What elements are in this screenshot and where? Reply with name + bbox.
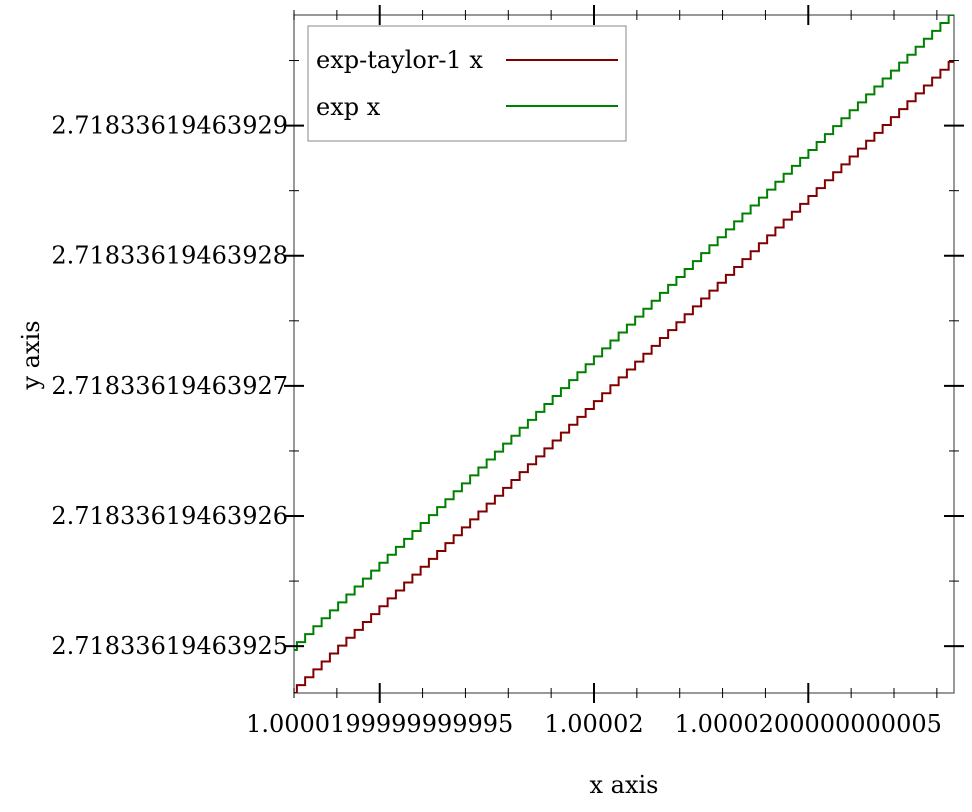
y-tick-label: 2.71833619463925 xyxy=(51,632,288,660)
plot-frame xyxy=(293,14,955,694)
legend: exp-taylor-1 x exp x xyxy=(307,25,627,142)
y-tick-label: 2.71833619463929 xyxy=(51,112,288,140)
x-axis-label: x axis xyxy=(590,771,659,799)
series-layer xyxy=(294,15,954,693)
legend-box xyxy=(307,25,627,142)
legend-label-exp: exp x xyxy=(316,93,381,121)
plot-area-border xyxy=(293,14,955,694)
y-tick-label: 2.71833619463927 xyxy=(51,372,288,400)
y-axis-ticks: 2.71833619463925 2.71833619463926 2.718336… xyxy=(51,60,964,660)
x-tick-label: 1.0000200000000005 xyxy=(675,710,942,738)
legend-label-exp-taylor: exp-taylor-1 x xyxy=(316,46,483,74)
y-tick-label: 2.71833619463928 xyxy=(51,242,288,270)
series-line-exp-taylor xyxy=(294,60,954,693)
y-tick-label: 2.71833619463926 xyxy=(51,502,288,530)
x-axis-ticks: 1.0000199999999995 1.00002 1.0000200000000… xyxy=(246,5,942,738)
x-tick-label: 1.00002 xyxy=(544,710,643,738)
y-axis-label: y axis xyxy=(17,320,45,390)
x-tick-label: 1.0000199999999995 xyxy=(246,710,513,738)
series-line-exp xyxy=(294,15,954,652)
